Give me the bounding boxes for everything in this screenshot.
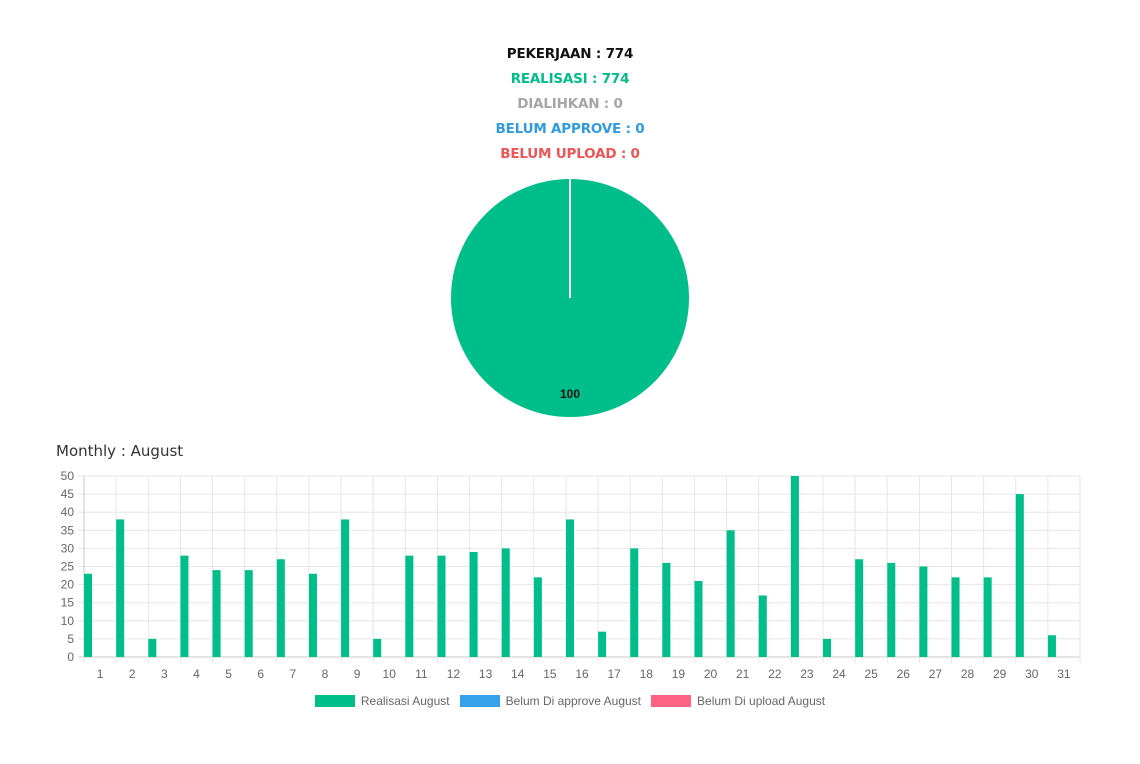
bar-realisasi-august-27[interactable] xyxy=(919,566,928,658)
bar-realisasi-august-16[interactable] xyxy=(566,519,574,657)
x-tick-label: 22 xyxy=(768,667,782,681)
x-tick-label: 18 xyxy=(640,667,654,681)
x-tick-label: 20 xyxy=(704,667,718,681)
y-tick-label: 5 xyxy=(67,632,74,646)
x-tick-label: 30 xyxy=(1025,667,1039,681)
x-tick-label: 14 xyxy=(511,667,525,681)
y-tick-label: 30 xyxy=(61,541,75,555)
x-tick-label: 7 xyxy=(289,667,296,681)
x-tick-label: 2 xyxy=(129,667,136,681)
x-tick-label: 19 xyxy=(672,667,686,681)
x-tick-label: 8 xyxy=(322,667,329,681)
x-tick-label: 1 xyxy=(97,667,104,681)
bar-realisasi-august-21[interactable] xyxy=(726,530,735,657)
legend-swatch xyxy=(314,695,355,707)
x-tick-label: 15 xyxy=(543,667,557,681)
legend-item[interactable]: Belum Di approve August xyxy=(459,694,642,708)
y-tick-label: 25 xyxy=(61,560,75,574)
bar-realisasi-august-11[interactable] xyxy=(405,555,414,657)
legend-item[interactable]: Belum Di upload August xyxy=(651,694,825,708)
x-tick-label: 13 xyxy=(479,667,493,681)
bar-realisasi-august-30[interactable] xyxy=(1015,494,1024,657)
bar-realisasi-august-3[interactable] xyxy=(148,638,157,657)
x-tick-label: 17 xyxy=(607,667,621,681)
y-tick-label: 40 xyxy=(61,505,75,519)
x-tick-label: 28 xyxy=(961,667,975,681)
y-tick-label: 15 xyxy=(61,596,75,610)
x-tick-label: 11 xyxy=(415,667,428,681)
bar-legend: Realisasi August Belum Di approve August B… xyxy=(0,694,1140,708)
bar-realisasi-august-29[interactable] xyxy=(983,577,992,657)
bar-realisasi-august-9[interactable] xyxy=(341,519,350,657)
pekerjaan-total: PEKERJAAN : 774 xyxy=(506,46,634,62)
x-tick-label: 6 xyxy=(257,667,264,681)
legend-label: Belum Di upload August xyxy=(697,694,826,708)
bar-realisasi-august-2[interactable] xyxy=(116,519,125,657)
belum-upload-total: BELUM UPLOAD : 0 xyxy=(500,146,640,162)
x-tick-label: 10 xyxy=(383,667,397,681)
legend-label: Belum Di approve August xyxy=(505,694,642,708)
bar-realisasi-august-25[interactable] xyxy=(855,559,864,657)
legend-swatch xyxy=(459,695,500,707)
legend-item[interactable]: Realisasi August xyxy=(314,694,450,708)
x-tick-label: 24 xyxy=(832,667,846,681)
x-tick-label: 25 xyxy=(864,667,878,681)
bar-realisasi-august-26[interactable] xyxy=(887,562,896,657)
y-tick-label: 20 xyxy=(61,578,75,592)
bar-realisasi-august-20[interactable] xyxy=(694,580,703,657)
bar-realisasi-august-10[interactable] xyxy=(373,638,382,657)
bar-realisasi-august-8[interactable] xyxy=(308,573,317,657)
bar-realisasi-august-4[interactable] xyxy=(180,555,189,657)
pie-data-label: 100 xyxy=(560,387,580,401)
y-tick-label: 50 xyxy=(61,469,75,483)
x-tick-label: 26 xyxy=(897,667,911,681)
bar-realisasi-august-24[interactable] xyxy=(823,638,832,657)
y-tick-label: 0 xyxy=(67,650,74,664)
x-tick-label: 9 xyxy=(354,667,361,681)
legend-label: Realisasi August xyxy=(360,694,450,708)
bar-realisasi-august-14[interactable] xyxy=(501,548,510,657)
bar-realisasi-august-5[interactable] xyxy=(212,570,221,657)
bar-realisasi-august-15[interactable] xyxy=(533,577,542,657)
bar-realisasi-august-12[interactable] xyxy=(437,555,446,657)
bar-realisasi-august-31[interactable] xyxy=(1047,635,1056,657)
x-tick-label: 4 xyxy=(193,667,200,681)
x-tick-label: 21 xyxy=(736,667,750,681)
monthly-title: Monthly : August xyxy=(56,442,184,460)
belum-approve-total: BELUM APPROVE : 0 xyxy=(495,121,645,137)
x-tick-label: 3 xyxy=(161,667,168,681)
x-tick-label: 12 xyxy=(447,667,461,681)
legend-swatch xyxy=(651,695,692,707)
dialihkan-total: DIALIHKAN : 0 xyxy=(517,96,623,112)
x-tick-label: 31 xyxy=(1057,667,1071,681)
bar-realisasi-august-17[interactable] xyxy=(598,631,607,657)
summary-block: PEKERJAAN : 774 REALISASI : 774 DIALIHKA… xyxy=(0,42,1140,167)
x-tick-label: 27 xyxy=(929,667,943,681)
bar-realisasi-august-28[interactable] xyxy=(951,577,960,657)
bar-realisasi-august-19[interactable] xyxy=(662,562,671,657)
bar-realisasi-august-6[interactable] xyxy=(244,570,253,657)
x-tick-label: 16 xyxy=(575,667,589,681)
y-tick-label: 45 xyxy=(61,487,75,501)
bar-realisasi-august-13[interactable] xyxy=(469,552,478,657)
bar-realisasi-august-18[interactable] xyxy=(630,548,639,657)
y-tick-label: 10 xyxy=(61,614,75,628)
bar-realisasi-august-22[interactable] xyxy=(758,595,767,657)
x-tick-label: 5 xyxy=(225,667,232,681)
x-tick-label: 23 xyxy=(800,667,814,681)
bar-realisasi-august-7[interactable] xyxy=(276,559,285,657)
realisasi-total: REALISASI : 774 xyxy=(510,71,630,87)
y-tick-label: 35 xyxy=(61,523,75,537)
bar-realisasi-august-23[interactable] xyxy=(790,476,799,657)
x-tick-label: 29 xyxy=(993,667,1007,681)
pie-chart: 100 xyxy=(451,179,689,417)
bar-realisasi-august-1[interactable] xyxy=(84,573,93,657)
